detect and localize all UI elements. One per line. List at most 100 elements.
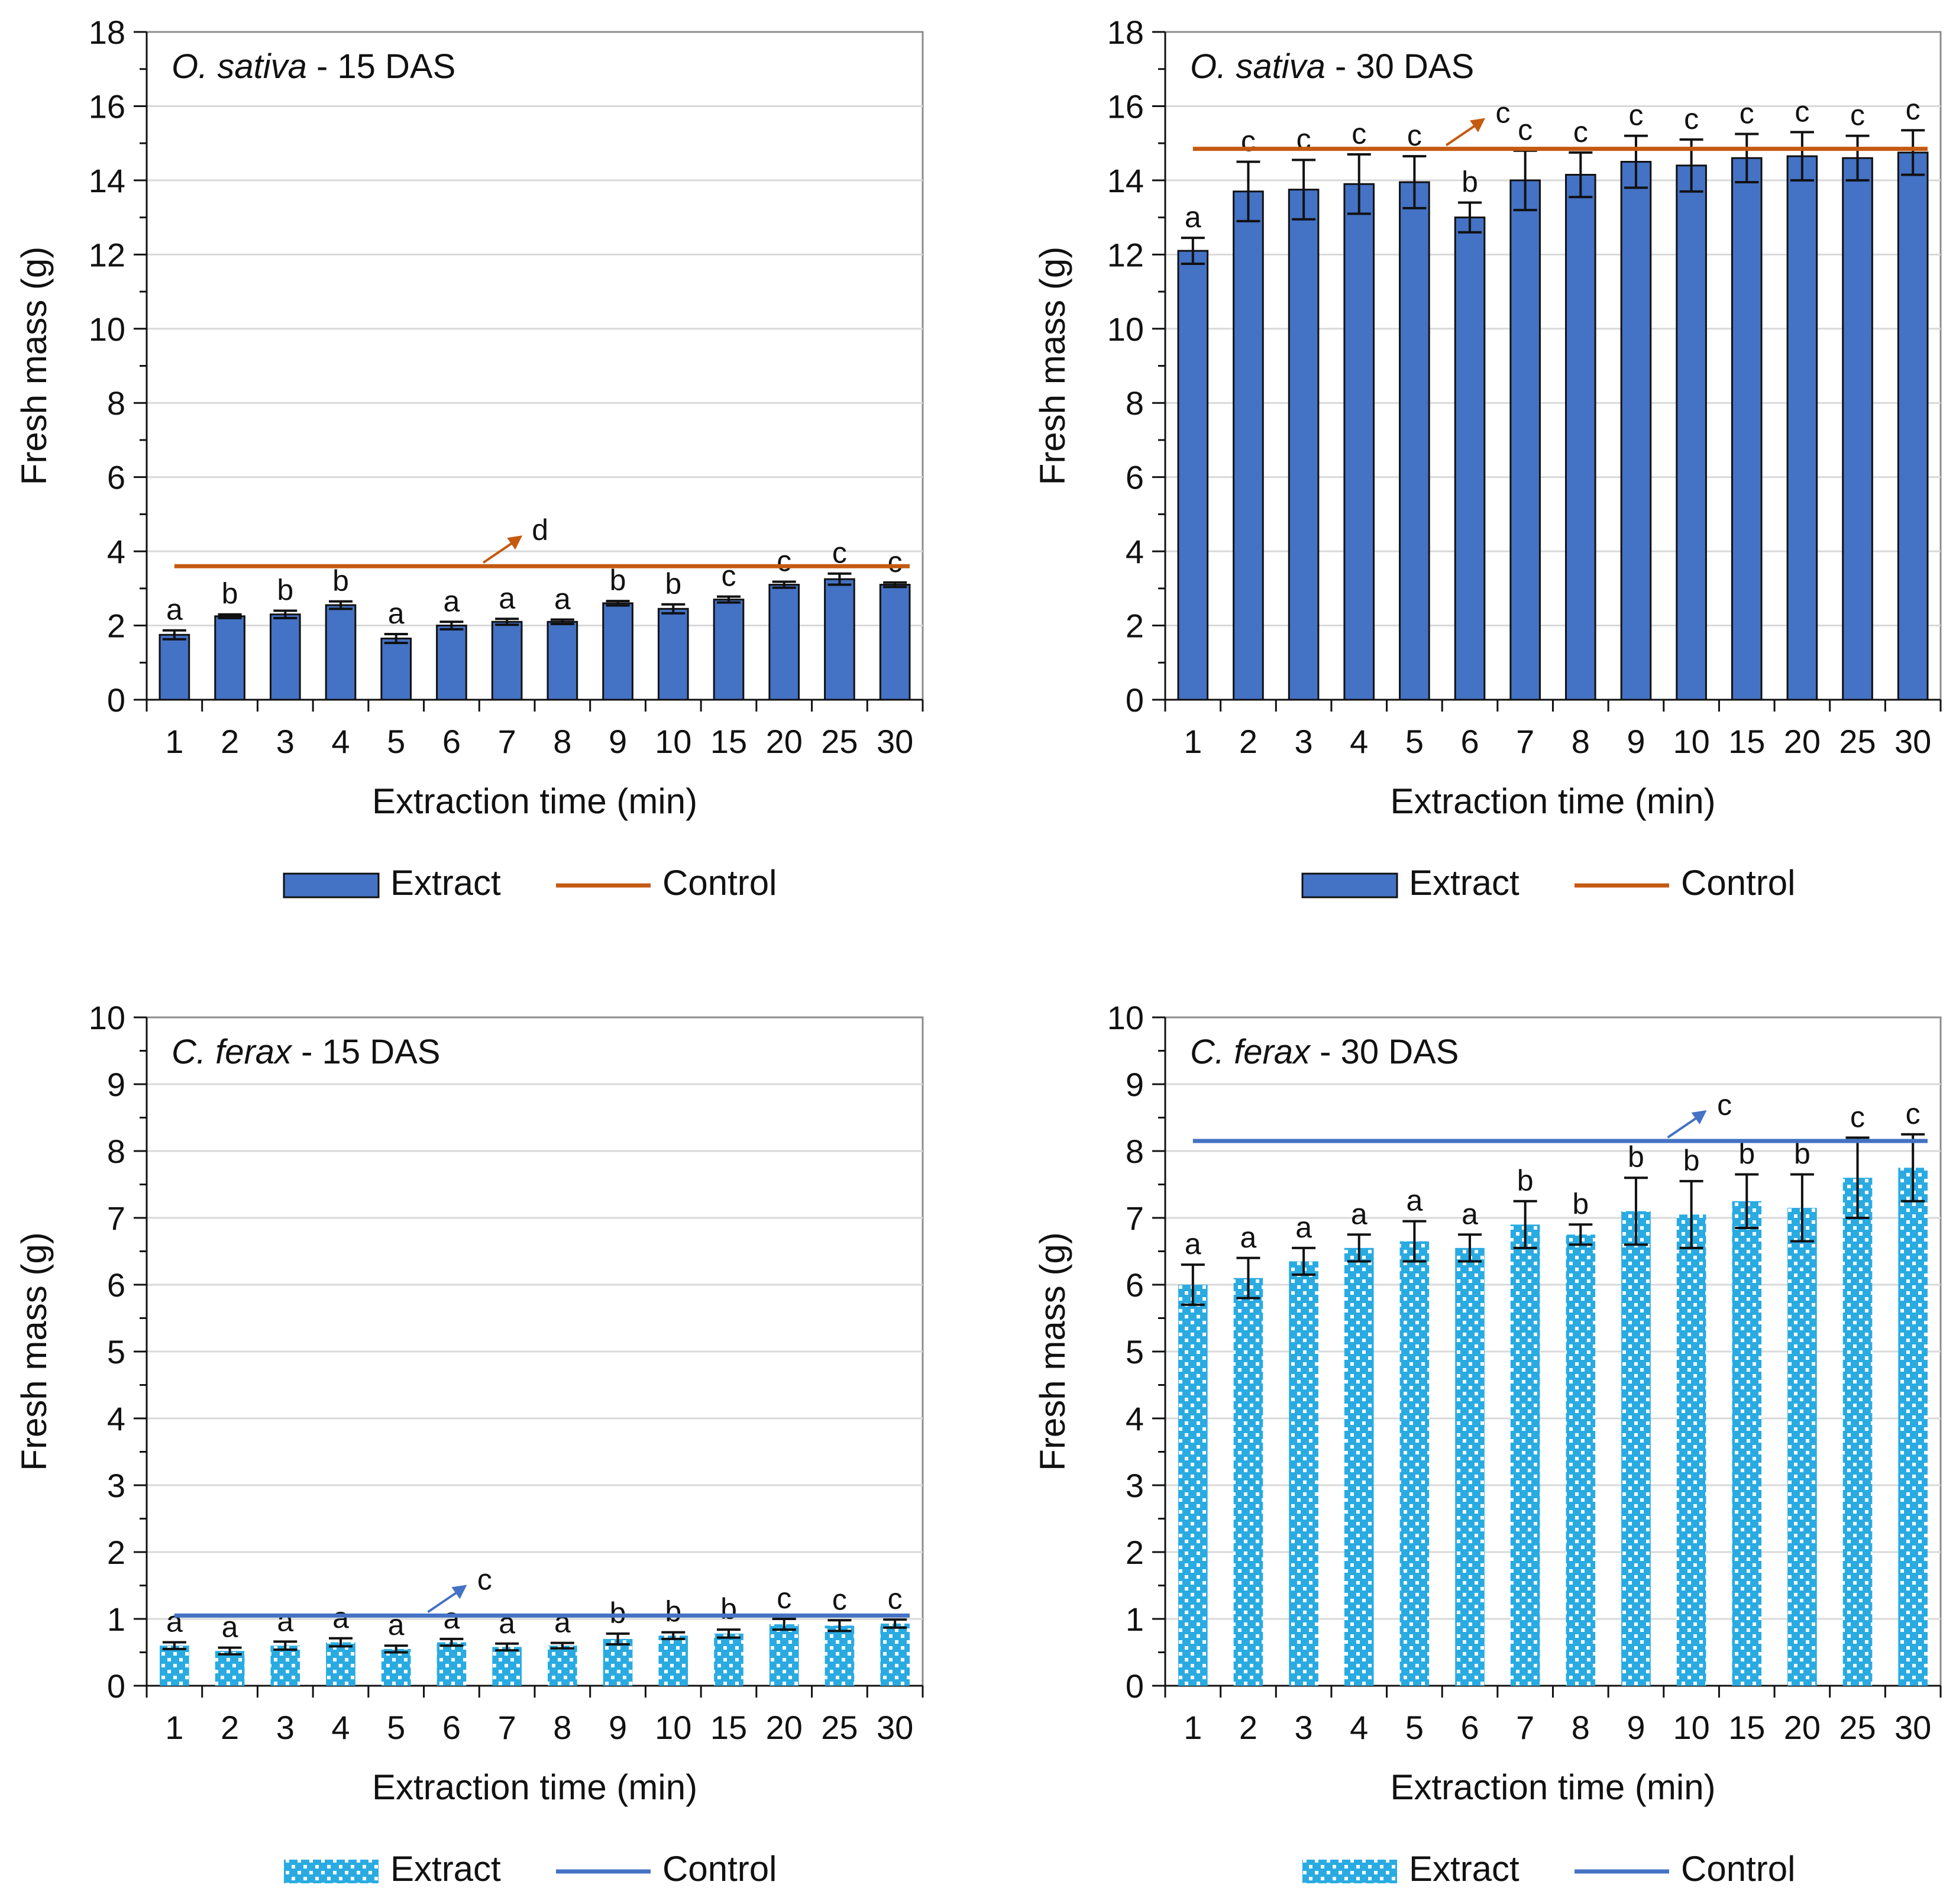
x-tick-label: 7 <box>498 723 516 760</box>
x-tick-label: 30 <box>877 1709 913 1746</box>
bar <box>658 1635 688 1686</box>
significance-letter: a <box>388 597 405 630</box>
y-tick-label: 2 <box>107 1534 125 1571</box>
legend-extract-label: Extract <box>390 863 501 903</box>
control-letter: c <box>477 1563 492 1596</box>
panel-title: C. ferax - 15 DAS <box>172 1033 441 1071</box>
significance-letter: a <box>277 1604 293 1637</box>
legend: Extract Control <box>1301 863 1795 903</box>
bar <box>603 1638 633 1686</box>
y-tick-label: 2 <box>1126 1534 1144 1571</box>
x-tick-label: 5 <box>1405 1709 1424 1746</box>
x-tick-label: 20 <box>766 723 803 760</box>
y-tick-label: 4 <box>107 1400 125 1437</box>
significance-letter: b <box>1462 166 1478 199</box>
x-tick-label: 2 <box>1239 723 1257 760</box>
x-tick-label: 6 <box>1460 1709 1479 1746</box>
legend-extract-label: Extract <box>1409 863 1519 903</box>
significance-letter: c <box>1850 99 1865 132</box>
x-tick-label: 7 <box>1516 723 1534 760</box>
bar <box>880 1623 910 1686</box>
x-tick-label: 20 <box>1784 1709 1821 1746</box>
y-tick-label: 4 <box>1126 533 1144 570</box>
chart-panel-3: 012345678910a1a2a3a4a5a6a7a8b9b10b15c20c… <box>14 999 924 1889</box>
y-axis-label: Fresh mass (g) <box>14 247 54 485</box>
x-tick-label: 8 <box>553 1709 571 1746</box>
x-tick-label: 6 <box>442 1709 461 1746</box>
chart-panel-2: 0 2 4 6 8 10 12 14 16 18 a 1 c 2 c 3 c 4 c 5 b 6 c 7 c 8 c 9 c 10 c 15 c… <box>1033 14 1942 903</box>
x-tick-label: 1 <box>1184 1709 1202 1746</box>
y-axis-label: Fresh mass (g) <box>1033 1232 1072 1470</box>
significance-letter: b <box>277 573 293 606</box>
y-tick-label: 5 <box>1126 1333 1144 1370</box>
bar <box>1842 1178 1873 1686</box>
y-tick-label: 6 <box>1126 459 1144 496</box>
y-tick-label: 12 <box>1107 236 1144 273</box>
control-arrow <box>483 539 518 564</box>
panel-title-species: O. sativa <box>172 47 307 86</box>
x-tick-label: 3 <box>1295 1709 1313 1746</box>
significance-letter: b <box>665 1595 681 1628</box>
y-tick-label: 1 <box>1126 1601 1144 1638</box>
x-tick-label: 1 <box>1184 723 1202 760</box>
y-tick-label: 10 <box>89 311 125 348</box>
y-tick-label: 5 <box>107 1333 125 1370</box>
legend-extract-label: Extract <box>1409 1849 1519 1889</box>
x-tick-label: 5 <box>387 1709 405 1746</box>
bar <box>380 638 412 701</box>
legend-control-label: Control <box>1681 863 1795 903</box>
panel-title: C. ferax - 30 DAS <box>1190 1033 1459 1071</box>
x-tick-label: 3 <box>276 723 295 760</box>
y-tick-label: 6 <box>107 459 125 496</box>
x-tick-label: 30 <box>877 723 913 760</box>
bar <box>1343 183 1375 701</box>
x-tick-label: 15 <box>1728 723 1765 760</box>
significance-letter: c <box>832 1583 847 1616</box>
significance-letter: a <box>444 584 460 618</box>
bar <box>1620 161 1652 701</box>
y-tick-label: 6 <box>1126 1266 1144 1304</box>
x-tick-label: 7 <box>1516 1709 1534 1746</box>
bar <box>1565 173 1596 701</box>
significance-letter: c <box>777 1582 791 1615</box>
panel-title: O. sativa - 15 DAS <box>172 47 455 86</box>
x-tick-label: 25 <box>821 723 858 760</box>
bar <box>1732 1201 1762 1686</box>
bar <box>1344 1247 1374 1686</box>
bar <box>1621 1211 1651 1686</box>
significance-letter: a <box>1462 1197 1478 1230</box>
panel-title-suffix: - 15 DAS <box>307 47 455 86</box>
x-tick-label: 9 <box>609 723 627 760</box>
bar <box>879 584 911 701</box>
x-tick-label: 4 <box>331 1709 350 1746</box>
x-tick-label: 25 <box>1839 723 1876 760</box>
x-tick-label: 15 <box>1728 1709 1765 1746</box>
legend-control-label: Control <box>662 863 777 903</box>
x-tick-label: 4 <box>1350 1709 1368 1746</box>
y-tick-label: 7 <box>1126 1200 1144 1237</box>
x-tick-label: 5 <box>1405 723 1424 760</box>
y-axis-label: Fresh mass (g) <box>14 1232 54 1470</box>
y-tick-label: 16 <box>1107 88 1144 125</box>
significance-letter: c <box>888 545 903 578</box>
x-tick-label: 5 <box>387 723 405 760</box>
y-tick-label: 7 <box>107 1200 125 1237</box>
y-tick-label: 4 <box>1126 1400 1144 1437</box>
y-tick-label: 3 <box>107 1467 125 1504</box>
x-tick-label: 3 <box>1295 723 1313 760</box>
bar <box>1676 164 1707 701</box>
bar <box>269 613 301 701</box>
x-tick-label: 2 <box>1239 1709 1257 1746</box>
y-tick-label: 10 <box>1107 999 1144 1036</box>
x-tick-label: 10 <box>655 1709 691 1746</box>
x-tick-label: 10 <box>655 723 691 760</box>
significance-letter: c <box>1684 102 1699 135</box>
panel-title-suffix: - 30 DAS <box>1325 47 1474 86</box>
bar <box>215 1651 245 1686</box>
plot-area <box>1164 31 1942 701</box>
x-tick-label: 15 <box>710 723 747 760</box>
bar <box>1178 1285 1208 1686</box>
bar <box>160 1646 189 1686</box>
x-tick-label: 7 <box>498 1709 516 1746</box>
